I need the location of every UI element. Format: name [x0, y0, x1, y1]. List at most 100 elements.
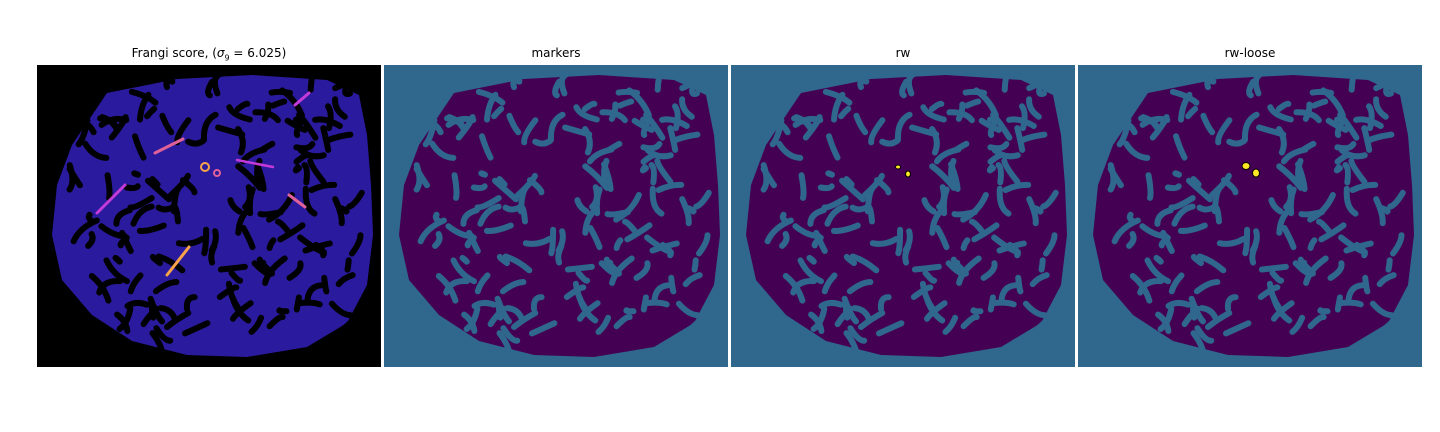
vessel-segment [1390, 232, 1405, 257]
panel-title-rw: rw [895, 46, 911, 60]
vessel-segment [159, 112, 175, 136]
vessel-segment [1325, 117, 1349, 133]
vessel-segment [208, 243, 218, 266]
vessel-segment [838, 105, 852, 120]
vessel-segment [798, 172, 807, 201]
vessel-segment [1190, 176, 1202, 188]
vessel-segment [960, 237, 971, 251]
vessel-segment [1215, 117, 1233, 146]
vessel-segment [668, 274, 677, 295]
vessel-segment [1310, 98, 1329, 109]
vessel-segment [922, 269, 938, 284]
vessel-segment [518, 203, 528, 225]
vessel-segment [96, 278, 123, 296]
vessel-segment [1256, 124, 1287, 138]
vessel-segment [230, 300, 254, 322]
vessel-segment [971, 222, 1000, 243]
vessel-segment [153, 325, 174, 344]
title-subscript: 9 [224, 53, 230, 63]
vessel-segment [644, 147, 674, 160]
vessel-segment [876, 320, 905, 337]
vessel-segment [1316, 218, 1332, 234]
vessel-segment [308, 181, 338, 193]
vessel-segment [1168, 195, 1196, 211]
vessel-segment [902, 243, 912, 266]
vessel-segment [175, 235, 206, 247]
vessel-segment [1303, 255, 1329, 286]
panel-title-markers: markers [531, 46, 581, 60]
vessel-segment [779, 231, 790, 249]
vessel-segment [1338, 147, 1368, 160]
vessel-segment [639, 164, 649, 174]
vessel-segment [1006, 241, 1021, 259]
vessel-segment [128, 88, 159, 106]
vessel-segment [693, 189, 712, 210]
vessel-segment [227, 197, 243, 215]
vessel-segment [429, 140, 457, 161]
panel-title-frangi: Frangi score, (σ9 = 6.025) [37, 46, 381, 62]
vessel-segment [1144, 257, 1171, 285]
vessel-segment [651, 282, 671, 302]
vessel-segment [1353, 116, 1384, 129]
vessel-segment [675, 300, 701, 319]
vessel-segment [963, 98, 982, 109]
vessel-segment [667, 125, 679, 153]
vessel-segment [1036, 84, 1047, 97]
rw-spot [905, 170, 911, 178]
vessel-segment [613, 237, 624, 251]
vessel-segment [920, 104, 947, 123]
vessel-segment [205, 78, 216, 99]
vessel-segment [1241, 111, 1260, 143]
vessel-segment [332, 196, 345, 227]
vessel-segment [1343, 185, 1359, 217]
vessel-segment [163, 78, 176, 91]
rw-vessel-network [746, 65, 1059, 361]
vessel-segment [495, 299, 504, 321]
vessel-segment [463, 305, 481, 332]
vessel-segment [234, 100, 251, 112]
vessel-segment [124, 299, 150, 309]
vessel-segment [149, 176, 161, 188]
vessel-segment [1385, 257, 1393, 273]
vessel-segment [1212, 203, 1222, 225]
vessel-segment [792, 223, 822, 240]
vessel-segment [1276, 208, 1291, 236]
vessel-segment [911, 263, 942, 273]
vessel-segment [764, 217, 794, 245]
vessel-segment [631, 117, 655, 133]
vessel-segment [1242, 226, 1251, 257]
vessel-segment [769, 117, 785, 148]
vessel-segment [284, 117, 308, 133]
vessel-segment [215, 124, 246, 138]
vessel-segment [818, 299, 844, 309]
vessel-segment [960, 313, 980, 330]
vessel-segment [1126, 231, 1137, 249]
vessel-segment [1280, 146, 1309, 165]
vessel-segment [277, 222, 306, 243]
vessel-segment [474, 272, 491, 295]
vessel-segment [995, 162, 1004, 186]
title-sigma-symbol: σ [216, 46, 225, 60]
vessel-segment [640, 152, 658, 165]
vessel-segment [113, 207, 133, 227]
vessel-segment [1373, 96, 1389, 120]
vessel-segment [312, 116, 343, 129]
vessel-segment [532, 137, 554, 147]
vessel-segment [474, 195, 502, 211]
vessel-segment [349, 232, 364, 257]
vessel-segment [211, 71, 223, 97]
frangi-highlight-ridge [153, 137, 185, 155]
vessel-segment [970, 307, 984, 315]
vessel-segment [116, 305, 134, 332]
vessel-segment [477, 203, 502, 227]
vessel-segment [1334, 152, 1352, 165]
vessel-segment [894, 111, 913, 143]
vessel-segment [478, 170, 488, 178]
vessel-segment [1190, 330, 1208, 361]
vessel-segment [470, 183, 488, 192]
vessel-segment [1373, 196, 1386, 227]
vessel-segment [496, 253, 510, 267]
vessel-segment [1023, 313, 1053, 339]
vessel-segment [1208, 172, 1232, 199]
vessel-segment [575, 269, 591, 284]
